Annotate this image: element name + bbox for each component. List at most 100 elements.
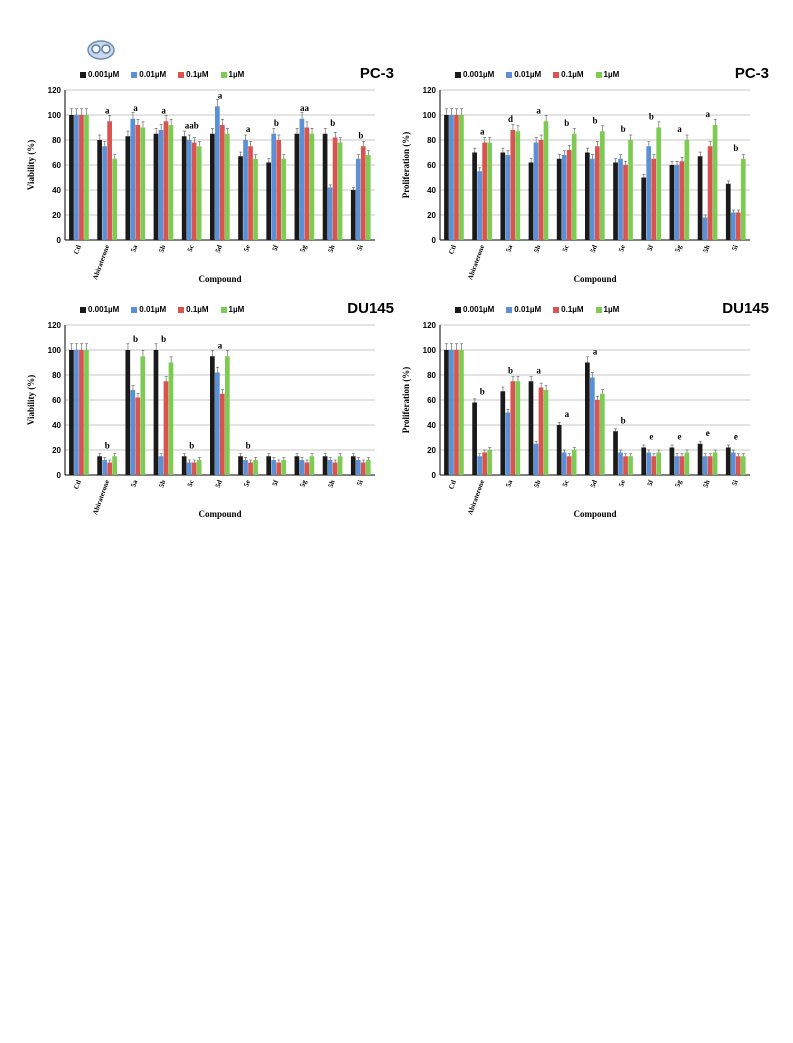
bar [360,146,366,240]
x-tick-label: 5e [242,244,252,253]
significance-label: e [706,428,710,438]
legend-label: 0.01µM [514,70,542,79]
bar [271,133,277,240]
bar [276,462,282,475]
legend-swatch [131,71,138,78]
x-tick-label: 5c [561,244,571,253]
bar [613,162,618,240]
bar [510,130,516,240]
bar [505,412,511,475]
bar [327,460,333,475]
bar [107,121,112,240]
bar [84,115,89,240]
significance-label: aa [300,103,310,113]
chart-title: DU145 [722,300,769,317]
chart-legend: 0.001µM 0.01µM 0.1µM 1µM [80,70,244,79]
bar [505,155,511,240]
bar [561,452,567,475]
y-tick-label: 0 [432,471,437,480]
bar [225,356,230,475]
bar [472,152,477,240]
legend-label: 1µM [603,70,620,79]
x-axis-label: Compound [573,509,616,519]
bar [538,140,544,240]
bar [107,462,112,475]
bar [600,131,605,240]
bar [186,462,192,475]
legend-item: 1µM [220,70,244,79]
bar [304,462,310,475]
y-tick-label: 100 [423,346,437,355]
bar [566,456,572,475]
bar [210,356,215,475]
bar [355,158,361,240]
x-tick-label: 5d [214,479,224,489]
bar [669,165,675,240]
legend-label: 0.001µM [88,70,120,79]
bar [130,118,136,240]
journal-logo [86,38,116,62]
y-tick-label: 60 [427,161,436,170]
legend-item: 0.01µM [506,305,541,314]
chart-du145-proliferation: DU145 0.001µM 0.01µM 0.1µM 1µM 0 20 40 60 80 100 12… [395,300,775,520]
y-tick-label: 20 [52,211,61,220]
bar [365,460,371,475]
bar [735,456,741,475]
legend-label: 0.001µM [463,305,495,314]
x-tick-label: Ctl [447,479,458,491]
bar [679,161,685,240]
bar [590,158,595,240]
chart-plot: 0 20 40 60 80 100 120 Ctl Abiraterone 5a 5b 5c 5d 5e 5… [26,86,375,284]
legend-label: 0.001µM [463,70,495,79]
bar [444,115,449,240]
legend-label: 0.1µM [186,70,209,79]
significance-label: b [592,115,597,125]
bar [730,212,736,240]
bar [299,118,305,240]
y-tick-label: 80 [427,371,436,380]
bar [299,460,305,475]
significance-label: b [733,143,738,153]
bar [135,125,141,240]
significance-label: e [678,432,682,442]
legend-item: 1µM [595,70,620,79]
bar [271,460,277,475]
bar [79,350,84,475]
chart-title: DU145 [347,300,394,317]
significance-label: e [649,432,653,442]
bar [294,133,300,240]
bar [510,381,516,475]
bar [215,372,220,475]
bar [74,115,79,240]
y-tick-label: 0 [57,236,62,245]
significance-label: b [246,440,251,450]
bar [730,452,736,475]
bar [196,460,202,475]
legend-item: 0.1µM [178,70,209,79]
bar [543,121,549,240]
chart-title: PC-3 [359,65,394,82]
x-tick-label: 5g [299,478,309,488]
significance-label: b [330,118,335,128]
legend-item: 0.1µM [553,305,584,314]
bar [243,140,248,240]
bar [528,162,534,240]
bar [566,150,572,240]
bar [97,140,102,240]
bar [482,452,487,475]
significance-label: a [593,347,598,357]
bar [651,158,657,240]
bar [210,133,215,240]
legend-item: 0.01µM [506,70,541,79]
x-tick-label: 5h [327,479,337,489]
bar [248,462,253,475]
bar [641,177,647,240]
bar [112,456,117,475]
bar [613,431,618,475]
bar [309,456,315,475]
chart-plot: 0 20 40 60 80 100 120 Ctl Abiraterone 5a 5b 5c 5d 5e 5… [26,321,375,519]
chart-pc3-viability: PC-3 0.001µM 0.01µM 0.1µM 1µM 0 20 40 60 80 100 120… [20,65,400,285]
x-tick-label: Ctl [447,244,458,256]
significance-label: a [565,409,570,419]
bar [186,140,192,240]
